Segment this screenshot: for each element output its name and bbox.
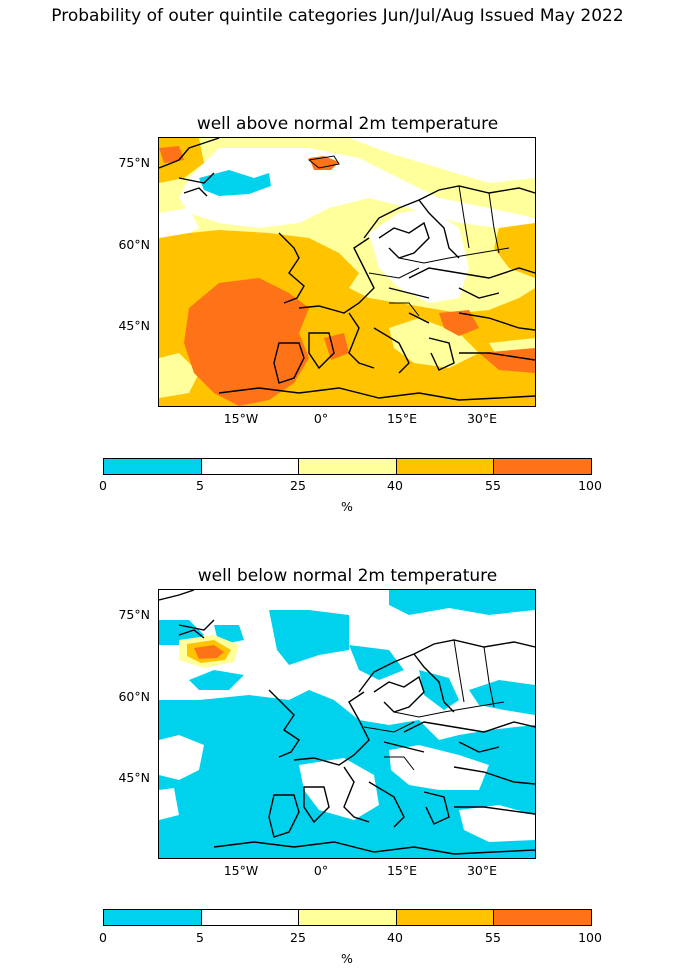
colorbar-tick: 25 [290, 478, 306, 493]
colorbar-segment [493, 910, 591, 925]
lat-label: 75°N [118, 155, 150, 170]
lat-label: 45°N [118, 318, 150, 333]
colorbar-segment [200, 910, 299, 925]
colorbar-tick: 0 [99, 478, 107, 493]
colorbar-segment [298, 910, 396, 925]
lat-label: 45°N [118, 770, 150, 785]
colorbar-unit: % [341, 951, 353, 966]
probability-map[interactable] [158, 137, 536, 407]
colorbar-tick: 40 [387, 930, 403, 945]
colorbar-segment [395, 459, 494, 474]
lat-label: 60°N [118, 689, 150, 704]
colorbar-tick: 0 [99, 930, 107, 945]
lon-label: 15°E [386, 411, 418, 426]
colorbar-segment [493, 459, 591, 474]
panel-title: well below normal 2m temperature [197, 566, 498, 586]
colorbar [103, 909, 592, 926]
colorbar-unit: % [341, 499, 353, 514]
colorbar-tick: 40 [387, 478, 403, 493]
lon-label: 15°E [386, 863, 418, 878]
lat-label: 60°N [118, 237, 150, 252]
colorbar-segment [104, 459, 201, 474]
colorbar-tick: 5 [196, 930, 204, 945]
colorbar-tick: 5 [196, 478, 204, 493]
colorbar-segment [298, 459, 396, 474]
colorbar [103, 458, 592, 475]
probability-map[interactable] [158, 589, 536, 859]
colorbar-tick: 55 [485, 478, 501, 493]
lat-label: 75°N [118, 607, 150, 622]
lon-label: 0° [313, 411, 329, 426]
lon-label: 30°E [466, 863, 498, 878]
figure-title: Probability of outer quintile categories… [51, 6, 624, 26]
colorbar-tick: 55 [485, 930, 501, 945]
lon-label: 0° [313, 863, 329, 878]
colorbar-tick: 100 [578, 930, 602, 945]
lon-label: 15°W [223, 411, 259, 426]
lon-label: 30°E [466, 411, 498, 426]
lon-label: 15°W [223, 863, 259, 878]
colorbar-segment [104, 910, 201, 925]
panel-title: well above normal 2m temperature [196, 114, 499, 134]
colorbar-tick: 100 [578, 478, 602, 493]
colorbar-segment [395, 910, 494, 925]
colorbar-tick: 25 [290, 930, 306, 945]
colorbar-segment [200, 459, 299, 474]
